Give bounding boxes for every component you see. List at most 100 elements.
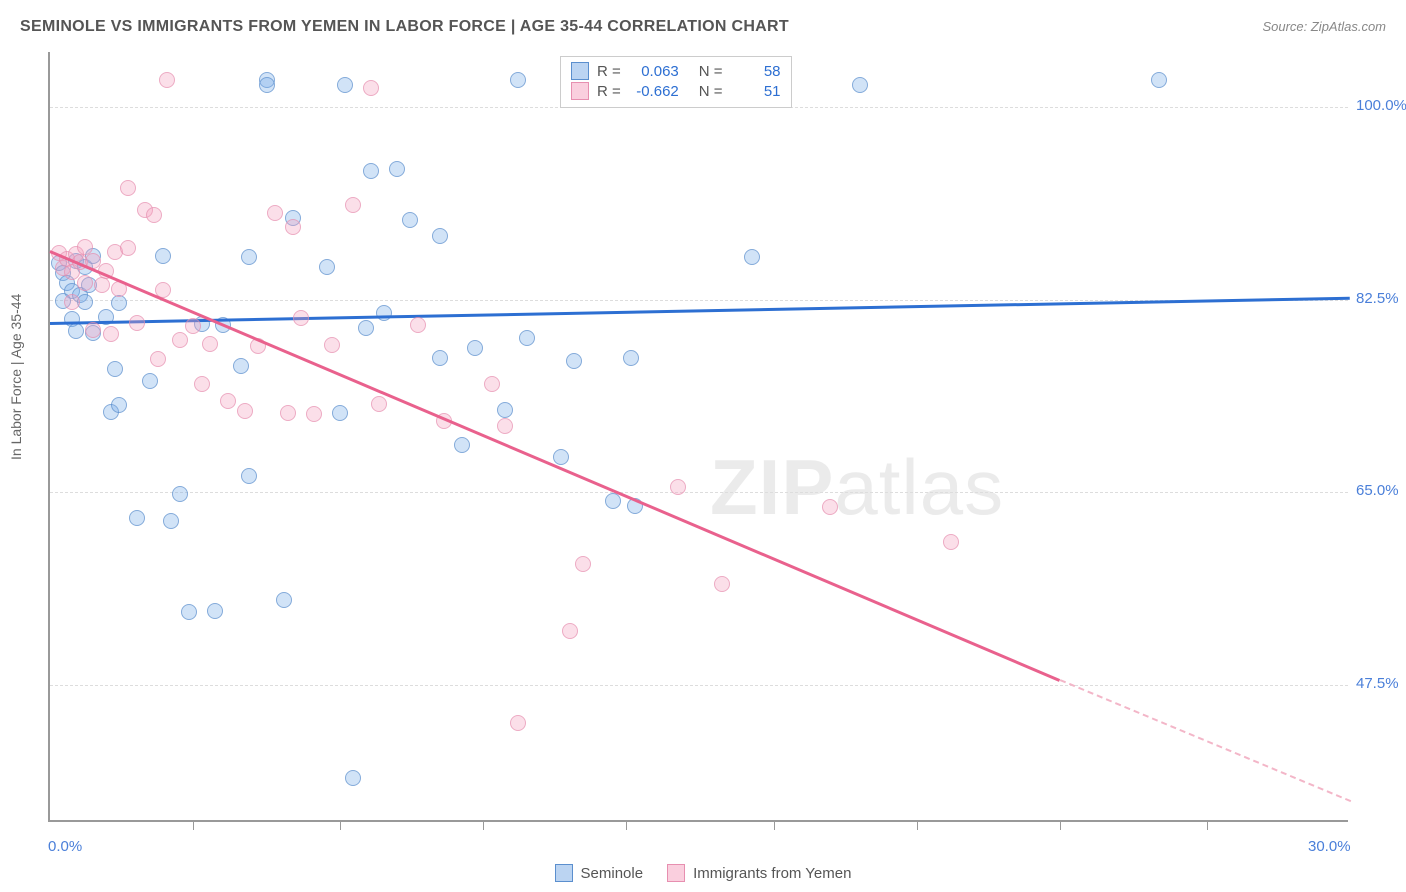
data-point — [220, 393, 236, 409]
legend-item-seminole: Seminole — [555, 864, 644, 882]
legend-item-yemen: Immigrants from Yemen — [667, 864, 851, 882]
data-point — [237, 403, 253, 419]
x-tick — [483, 820, 484, 830]
data-point — [94, 277, 110, 293]
data-point — [150, 351, 166, 367]
data-point — [432, 228, 448, 244]
data-point — [371, 396, 387, 412]
watermark-part-a: ZIP — [710, 443, 834, 531]
scatter-plot: ZIPatlas — [48, 52, 1348, 822]
y-tick-label: 47.5% — [1356, 675, 1399, 692]
data-point — [605, 493, 621, 509]
data-point — [159, 72, 175, 88]
source-text: Source: ZipAtlas.com — [1262, 19, 1386, 34]
data-point — [103, 326, 119, 342]
data-point — [402, 212, 418, 228]
data-point — [467, 340, 483, 356]
y-tick-label: 82.5% — [1356, 290, 1399, 307]
data-point — [120, 180, 136, 196]
series-legend: Seminole Immigrants from Yemen — [0, 864, 1406, 882]
swatch-pink-icon — [667, 864, 685, 882]
data-point — [363, 163, 379, 179]
data-point — [363, 80, 379, 96]
trend-line-extrapolated — [1059, 679, 1350, 802]
data-point — [332, 405, 348, 421]
data-point — [293, 310, 309, 326]
data-point — [376, 305, 392, 321]
data-point — [129, 315, 145, 331]
data-point — [337, 77, 353, 93]
x-tick — [917, 820, 918, 830]
data-point — [233, 358, 249, 374]
correlation-legend: R = 0.063 N = 58 R = -0.662 N = 51 — [560, 56, 792, 108]
data-point — [484, 376, 500, 392]
data-point — [566, 353, 582, 369]
data-point — [324, 337, 340, 353]
data-point — [1151, 72, 1167, 88]
data-point — [202, 336, 218, 352]
data-point — [319, 259, 335, 275]
data-point — [497, 418, 513, 434]
gridline — [50, 492, 1348, 493]
data-point — [172, 332, 188, 348]
x-tick — [1207, 820, 1208, 830]
data-point — [345, 197, 361, 213]
watermark-part-b: atlas — [834, 443, 1004, 531]
data-point — [181, 604, 197, 620]
legend-r-yemen: -0.662 — [629, 83, 679, 100]
data-point — [623, 350, 639, 366]
data-point — [714, 576, 730, 592]
data-point — [432, 350, 448, 366]
x-tick-label: 30.0% — [1308, 838, 1351, 855]
data-point — [389, 161, 405, 177]
y-axis-label: In Labor Force | Age 35-44 — [8, 294, 24, 460]
data-point — [259, 77, 275, 93]
data-point — [163, 513, 179, 529]
gridline — [50, 685, 1348, 686]
data-point — [129, 510, 145, 526]
data-point — [172, 486, 188, 502]
legend-n-seminole: 58 — [731, 63, 781, 80]
legend-r-label: R = — [597, 83, 621, 100]
data-point — [562, 623, 578, 639]
swatch-pink-icon — [571, 82, 589, 100]
x-tick — [1060, 820, 1061, 830]
legend-r-label: R = — [597, 63, 621, 80]
trend-line — [50, 250, 1061, 681]
data-point — [142, 373, 158, 389]
data-point — [410, 317, 426, 333]
data-point — [64, 294, 80, 310]
data-point — [85, 322, 101, 338]
data-point — [207, 603, 223, 619]
watermark: ZIPatlas — [710, 442, 1004, 533]
data-point — [120, 240, 136, 256]
data-point — [77, 275, 93, 291]
legend-n-label: N = — [699, 63, 723, 80]
chart-title: SEMINOLE VS IMMIGRANTS FROM YEMEN IN LAB… — [20, 18, 789, 36]
data-point — [280, 405, 296, 421]
data-point — [822, 499, 838, 515]
y-tick-label: 65.0% — [1356, 482, 1399, 499]
data-point — [852, 77, 868, 93]
x-tick — [193, 820, 194, 830]
data-point — [241, 249, 257, 265]
swatch-blue-icon — [571, 62, 589, 80]
legend-n-label: N = — [699, 83, 723, 100]
legend-label-seminole: Seminole — [581, 865, 644, 882]
x-tick — [626, 820, 627, 830]
data-point — [553, 449, 569, 465]
data-point — [155, 248, 171, 264]
legend-row-seminole: R = 0.063 N = 58 — [571, 61, 781, 81]
legend-row-yemen: R = -0.662 N = 51 — [571, 81, 781, 101]
data-point — [358, 320, 374, 336]
data-point — [146, 207, 162, 223]
data-point — [107, 361, 123, 377]
data-point — [454, 437, 470, 453]
legend-label-yemen: Immigrants from Yemen — [693, 865, 851, 882]
data-point — [276, 592, 292, 608]
data-point — [670, 479, 686, 495]
y-tick-label: 100.0% — [1356, 97, 1406, 114]
data-point — [744, 249, 760, 265]
legend-n-yemen: 51 — [731, 83, 781, 100]
data-point — [497, 402, 513, 418]
